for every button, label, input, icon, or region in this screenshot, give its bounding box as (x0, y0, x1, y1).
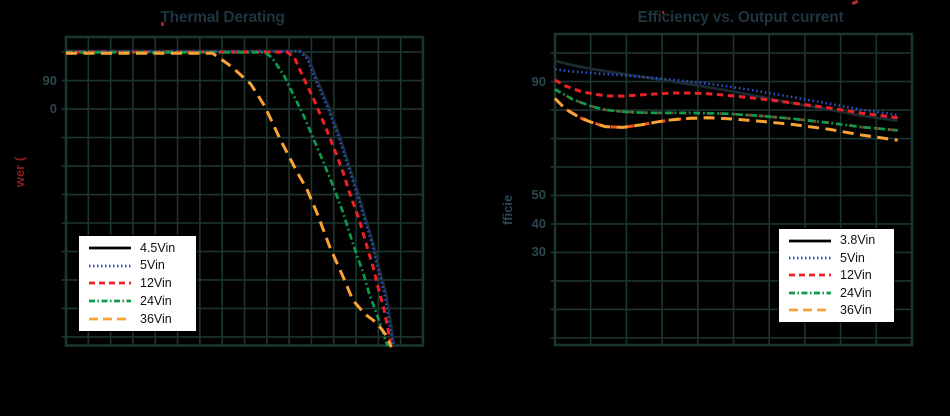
legend-label: 24Vin (140, 294, 172, 309)
chart-title-thermal-derating: Thermal Derating (160, 9, 285, 26)
legend-efficiency: 3.8Vin 5Vin 12Vin 24Vin 36Vin (778, 228, 895, 323)
legend-label: 12Vin (140, 276, 172, 291)
y-axis-label-fragment-power: wer ( (12, 156, 27, 188)
y-tick-label: 0 (49, 101, 57, 117)
legend-line-sample-icon (789, 274, 831, 277)
legend-line-sample-icon (789, 291, 831, 295)
legend-item-24vin: 24Vin (788, 284, 894, 301)
efficiency-plot-area (550, 32, 914, 347)
legend-label: 12Vin (840, 268, 872, 283)
legend-item-3.8vin: 3.8Vin (788, 232, 894, 249)
legend-item-5vin: 5Vin (88, 257, 196, 274)
legend-line-sample-icon (789, 239, 831, 243)
legend-line-sample-icon (89, 246, 131, 250)
legend-label: 24Vin (840, 285, 872, 300)
legend-line-sample-icon (789, 256, 831, 260)
legend-item-5vin: 5Vin (788, 250, 894, 267)
legend-line-sample-icon (89, 282, 131, 285)
legend-item-36vin: 36Vin (788, 302, 894, 319)
y-tick-label: 90 (42, 72, 57, 88)
y-tick-label: 30 (531, 244, 546, 260)
legend-item-4.5vin: 4.5Vin (88, 239, 196, 256)
legend-line-sample-icon (89, 264, 131, 268)
legend-item-12vin: 12Vin (88, 275, 196, 292)
y-tick-label: 50 (531, 187, 546, 203)
legend-line-sample-icon (89, 317, 131, 321)
legend-label: 5Vin (840, 250, 865, 265)
legend-label: 36Vin (840, 303, 872, 317)
legend-label: 5Vin (140, 258, 165, 273)
y-tick-label: 40 (531, 215, 546, 231)
y-tick-label: 90 (531, 73, 546, 89)
legend-label: 4.5Vin (140, 240, 176, 255)
legend-line-sample-icon (789, 308, 831, 312)
legend-item-12vin: 12Vin (788, 267, 894, 284)
legend-item-36vin: 36Vin (88, 311, 196, 328)
red-speck-right-title-i-dot (662, 11, 664, 14)
chart-title-efficiency: Efficiency vs. Output current (637, 9, 844, 26)
red-speck-left-title (161, 22, 164, 26)
legend-label: 3.8Vin (840, 233, 876, 248)
legend-thermal-derating: 4.5Vin 5Vin 12Vin 24Vin 36Vin (78, 235, 197, 332)
legend-item-24vin: 24Vin (88, 293, 196, 310)
legend-label: 36Vin (140, 311, 172, 326)
legend-line-sample-icon (89, 299, 131, 303)
red-speck-top-right (851, 0, 859, 6)
